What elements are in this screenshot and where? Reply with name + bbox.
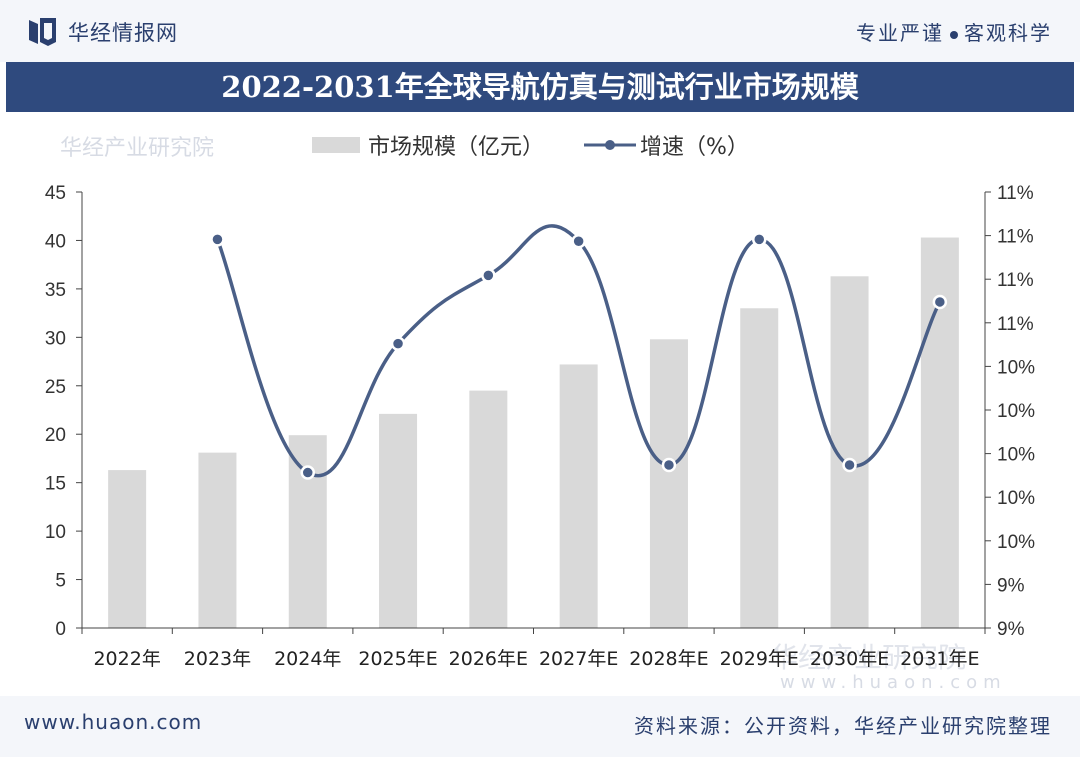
x-tick-2: 2024年	[274, 648, 341, 670]
y-right-tick-3: 10%	[997, 488, 1035, 509]
bar-1	[198, 452, 237, 628]
legend-bar-label: 市场规模（亿元）	[368, 135, 545, 160]
x-tick-5: 2027年E	[539, 648, 618, 670]
legend-bar-swatch	[312, 137, 360, 153]
title-bar: 2022-2031年全球导航仿真与测试行业市场规模	[6, 62, 1074, 112]
bar-2	[288, 435, 327, 628]
y-left-tick-6: 30	[45, 328, 66, 349]
growth-point-3	[390, 336, 406, 351]
x-tick-1: 2023年	[184, 648, 251, 670]
growth-point-4	[481, 268, 496, 283]
growth-point-7	[752, 232, 767, 247]
x-tick-8: 2030年E	[810, 648, 889, 670]
y-left-tick-2: 10	[45, 522, 66, 543]
watermark-2: 华经产业研究院	[770, 641, 967, 674]
y-right-tick-4: 10%	[997, 445, 1035, 466]
growth-point-6	[661, 457, 677, 473]
watermark-1: 华经产业研究院	[60, 136, 215, 161]
y-left-tick-3: 15	[45, 474, 66, 495]
y-right-tick-1: 9%	[997, 575, 1025, 596]
brand-name: 华经情报网	[68, 21, 178, 45]
x-tick-4: 2026年E	[449, 648, 528, 670]
growth-point-5	[571, 234, 586, 249]
chart-canvas: 0 5 10 15 20 25 30 35 40 45 9% 9% 10% 10% 10% 10% 10% 11%…	[45, 183, 1035, 670]
slogan-dot-icon	[950, 30, 958, 39]
growth-point-1	[210, 232, 225, 247]
x-tick-9: 2031年E	[900, 648, 979, 670]
y-left-tick-7: 35	[45, 280, 66, 301]
bar-0	[108, 470, 147, 628]
bar-6	[649, 339, 688, 628]
y-right-tick-9: 11%	[997, 227, 1034, 248]
bar-3	[379, 413, 418, 628]
growth-point-8	[842, 457, 857, 473]
y-right-tick-8: 11%	[997, 270, 1034, 291]
header-bar: 华经情报网 专业严谨 客观科学	[0, 0, 1080, 62]
legend-line-swatch-icon	[584, 140, 637, 150]
x-tick-3: 2025年E	[358, 648, 437, 670]
y-left-tick-5: 25	[45, 377, 66, 398]
y-right-tick-5: 10%	[997, 401, 1035, 422]
y-left-tick-8: 40	[45, 231, 66, 252]
x-tick-7: 2029年E	[720, 648, 799, 670]
source-url: www.huaon.com	[24, 710, 203, 734]
watermark-3: www.huaon.com	[780, 672, 1007, 693]
bars-group	[108, 237, 959, 628]
bar-7	[740, 308, 779, 628]
x-tick-6: 2028年E	[629, 648, 708, 670]
bar-5	[559, 364, 598, 628]
y-right-tick-2: 10%	[997, 532, 1035, 553]
y-left-tick-0: 0	[55, 619, 66, 640]
chart-title: 2022-2031年全球导航仿真与测试行业市场规模	[221, 70, 859, 104]
growth-point-2	[300, 465, 315, 480]
y-right-tick-6: 10%	[997, 357, 1035, 378]
y-right-tick-0: 9%	[997, 619, 1025, 640]
source-note: 资料来源：公开资料，华经产业研究院整理	[634, 714, 1052, 738]
slogan-right: 客观科学	[964, 21, 1052, 45]
x-tick-0: 2022年	[93, 648, 160, 670]
y-right-tick-10: 11%	[997, 183, 1034, 204]
legend: 市场规模（亿元） 增速（%）	[312, 130, 749, 160]
slogan-left: 专业严谨	[856, 21, 944, 45]
slogan: 专业严谨 客观科学	[856, 17, 1052, 46]
axes-group: 0 5 10 15 20 25 30 35 40 45 9% 9% 10% 10% 10% 10% 10% 11%…	[45, 183, 1035, 670]
growth-point-9	[932, 294, 948, 310]
y-right-tick-7: 11%	[997, 314, 1034, 335]
line-group	[210, 224, 948, 480]
y-left-tick-9: 45	[45, 183, 66, 204]
legend-line-label: 增速（%）	[640, 135, 749, 160]
footer-bar: www.huaon.com 资料来源：公开资料，华经产业研究院整理	[0, 696, 1080, 757]
growth-line	[215, 224, 942, 478]
y-left-tick-1: 5	[55, 571, 66, 592]
huajing-logo-icon	[29, 18, 56, 46]
bar-4	[469, 390, 508, 628]
y-left-tick-4: 20	[45, 425, 66, 446]
